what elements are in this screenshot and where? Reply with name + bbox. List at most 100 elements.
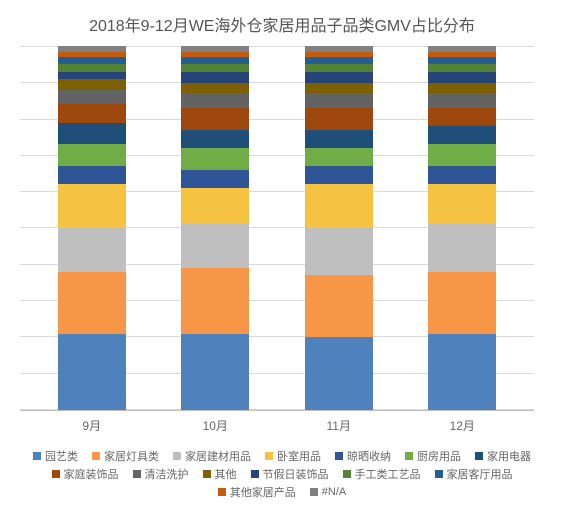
legend-item: 家居灯具类 xyxy=(92,448,159,464)
stacked-bar xyxy=(305,46,373,410)
bar-segment xyxy=(428,108,496,126)
legend-item: 园艺类 xyxy=(33,448,78,464)
bar-segment xyxy=(181,188,249,224)
legend-label: 节假日装饰品 xyxy=(263,466,329,482)
chart-title: 2018年9-12月WE海外仓家居用品子品类GMV占比分布 xyxy=(10,12,554,36)
bar-segment xyxy=(181,224,249,268)
bar-segment xyxy=(428,224,496,271)
legend-swatch xyxy=(335,452,343,460)
legend-swatch xyxy=(475,452,483,460)
legend-label: 家居建材用品 xyxy=(185,448,251,464)
bar-segment xyxy=(58,228,126,272)
bar-segment xyxy=(428,144,496,166)
legend-label: 手工类工艺品 xyxy=(355,466,421,482)
bar-segment xyxy=(58,104,126,122)
legend-swatch xyxy=(251,470,259,478)
legend-swatch xyxy=(52,470,60,478)
legend-swatch xyxy=(173,452,181,460)
legend-item: 其他 xyxy=(203,466,237,482)
legend-item: #N/A xyxy=(310,484,346,500)
bar-segment xyxy=(305,166,373,184)
legend-swatch xyxy=(33,452,41,460)
bar-column xyxy=(154,46,278,410)
stacked-bar-chart: 2018年9-12月WE海外仓家居用品子品类GMV占比分布 9月10月11月12… xyxy=(0,0,564,514)
legend-label: 其他 xyxy=(215,466,237,482)
legend-label: 家用电器 xyxy=(487,448,531,464)
legend-item: 家居客厅用品 xyxy=(435,466,513,482)
legend-label: 晾晒收纳 xyxy=(347,448,391,464)
legend-label: 家庭装饰品 xyxy=(64,466,119,482)
legend-item: 厨房用品 xyxy=(405,448,461,464)
bar-segment xyxy=(428,166,496,184)
bar-segment xyxy=(305,130,373,148)
legend-swatch xyxy=(218,488,226,496)
legend-item: 家用电器 xyxy=(475,448,531,464)
bar-segment xyxy=(428,93,496,108)
legend-label: 家居灯具类 xyxy=(104,448,159,464)
x-tick-label: 10月 xyxy=(154,417,278,434)
bar-segment xyxy=(58,184,126,228)
bar-segment xyxy=(305,108,373,130)
legend-item: 晾晒收纳 xyxy=(335,448,391,464)
bar-segment xyxy=(58,123,126,145)
legend-label: #N/A xyxy=(322,486,346,498)
plot-area xyxy=(20,46,534,411)
bar-segment xyxy=(181,57,249,64)
bar-segment xyxy=(181,334,249,410)
bar-segment xyxy=(58,272,126,334)
bar-segment xyxy=(181,93,249,108)
legend-swatch xyxy=(405,452,413,460)
legend-swatch xyxy=(343,470,351,478)
legend-item: 清洁洗护 xyxy=(133,466,189,482)
legend-label: 厨房用品 xyxy=(417,448,461,464)
bar-segment xyxy=(58,79,126,90)
bar-segment xyxy=(181,130,249,148)
legend-swatch xyxy=(310,488,318,496)
bar-segment xyxy=(305,184,373,228)
bar-segment xyxy=(181,108,249,130)
legend-label: 家居客厅用品 xyxy=(447,466,513,482)
bar-segment xyxy=(428,83,496,94)
legend-item: 手工类工艺品 xyxy=(343,466,421,482)
legend-item: 其他家居产品 xyxy=(218,484,296,500)
bar-segment xyxy=(305,93,373,108)
bar-column xyxy=(401,46,525,410)
bar-segment xyxy=(181,83,249,94)
bar-column xyxy=(277,46,401,410)
legend-swatch xyxy=(203,470,211,478)
stacked-bar xyxy=(428,46,496,410)
legend-swatch xyxy=(435,470,443,478)
bar-segment xyxy=(428,334,496,410)
x-tick-label: 11月 xyxy=(277,417,401,434)
legend-item: 家庭装饰品 xyxy=(52,466,119,482)
bar-segment xyxy=(305,228,373,275)
bar-segment xyxy=(58,90,126,105)
bar-segment xyxy=(305,148,373,166)
bar-segment xyxy=(181,64,249,71)
bar-segment xyxy=(428,64,496,71)
bar-segment xyxy=(305,83,373,94)
bar-segment xyxy=(181,268,249,334)
bar-segment xyxy=(181,170,249,188)
legend-label: 园艺类 xyxy=(45,448,78,464)
bar-segment xyxy=(58,144,126,166)
legend-swatch xyxy=(133,470,141,478)
legend-item: 卧室用品 xyxy=(265,448,321,464)
bar-segment xyxy=(428,126,496,144)
bar-segment xyxy=(58,64,126,71)
bar-segment xyxy=(428,184,496,224)
legend-label: 清洁洗护 xyxy=(145,466,189,482)
bar-segment xyxy=(181,148,249,170)
bar-segment xyxy=(305,337,373,410)
bar-segment xyxy=(428,272,496,334)
legend-swatch xyxy=(92,452,100,460)
bar-segment xyxy=(305,275,373,337)
stacked-bar xyxy=(181,46,249,410)
bar-segment xyxy=(58,334,126,410)
bars-group xyxy=(20,46,534,410)
bar-segment xyxy=(58,72,126,79)
bar-segment xyxy=(428,57,496,64)
bar-segment xyxy=(181,72,249,83)
bar-segment xyxy=(305,72,373,83)
legend-item: 节假日装饰品 xyxy=(251,466,329,482)
